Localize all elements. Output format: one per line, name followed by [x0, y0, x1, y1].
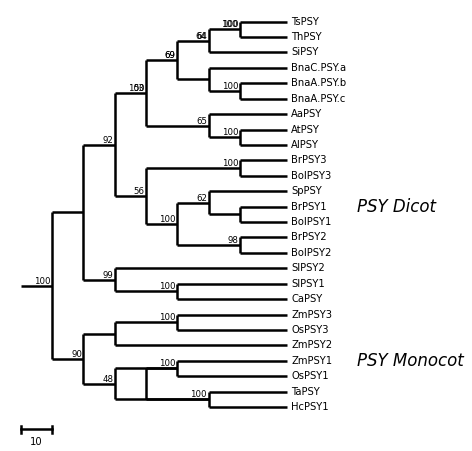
Text: HcPSY1: HcPSY1 — [291, 402, 329, 412]
Text: 90: 90 — [71, 350, 82, 359]
Text: 100: 100 — [159, 313, 176, 322]
Text: OsPSY3: OsPSY3 — [291, 325, 329, 335]
Text: SpPSY: SpPSY — [291, 186, 322, 196]
Text: 53: 53 — [134, 84, 144, 93]
Text: 100: 100 — [159, 282, 176, 291]
Text: 56: 56 — [134, 187, 144, 196]
Text: 10: 10 — [30, 437, 43, 446]
Text: BnaC.PSY.a: BnaC.PSY.a — [291, 63, 346, 73]
Text: BolPSY1: BolPSY1 — [291, 217, 332, 227]
Text: 69: 69 — [165, 51, 176, 60]
Text: TaPSY: TaPSY — [291, 387, 320, 396]
Text: 100: 100 — [159, 215, 176, 224]
Text: BrPSY1: BrPSY1 — [291, 202, 327, 212]
Text: 100: 100 — [128, 84, 144, 93]
Text: ZmPSY2: ZmPSY2 — [291, 341, 332, 350]
Text: 92: 92 — [102, 135, 113, 144]
Text: AaPSY: AaPSY — [291, 109, 322, 119]
Text: 64: 64 — [195, 32, 207, 41]
Text: 48: 48 — [102, 375, 113, 384]
Text: AtPSY: AtPSY — [291, 124, 320, 134]
Text: TsPSY: TsPSY — [291, 17, 319, 27]
Text: SlPSY2: SlPSY2 — [291, 263, 325, 273]
Text: 99: 99 — [102, 271, 113, 280]
Text: 100: 100 — [34, 276, 51, 285]
Text: 100: 100 — [222, 82, 238, 91]
Text: 65: 65 — [196, 117, 207, 126]
Text: 100: 100 — [190, 390, 207, 399]
Text: SlPSY1: SlPSY1 — [291, 279, 325, 289]
Text: 100: 100 — [159, 359, 176, 368]
Text: 100: 100 — [221, 20, 238, 29]
Text: CaPSY: CaPSY — [291, 294, 322, 304]
Text: 100: 100 — [222, 128, 238, 137]
Text: OsPSY1: OsPSY1 — [291, 371, 329, 381]
Text: AlPSY: AlPSY — [291, 140, 320, 150]
Text: BrPSY3: BrPSY3 — [291, 156, 327, 166]
Text: PSY Monocot: PSY Monocot — [357, 352, 464, 370]
Text: BolPSY2: BolPSY2 — [291, 248, 332, 258]
Text: ZmPSY3: ZmPSY3 — [291, 309, 332, 320]
Text: BrPSY2: BrPSY2 — [291, 232, 327, 243]
Text: 98: 98 — [228, 236, 238, 245]
Text: BnaA.PSY.b: BnaA.PSY.b — [291, 78, 346, 88]
Text: PSY Dicot: PSY Dicot — [357, 198, 436, 216]
Text: BnaA.PSY.c: BnaA.PSY.c — [291, 94, 346, 104]
Text: 100: 100 — [222, 20, 238, 29]
Text: 100: 100 — [222, 159, 238, 168]
Text: 64: 64 — [196, 32, 207, 41]
Text: 62: 62 — [196, 194, 207, 203]
Text: ZmPSY1: ZmPSY1 — [291, 356, 332, 366]
Text: SiPSY: SiPSY — [291, 47, 319, 57]
Text: 69: 69 — [164, 51, 175, 60]
Text: BolPSY3: BolPSY3 — [291, 171, 332, 181]
Text: ThPSY: ThPSY — [291, 32, 322, 42]
